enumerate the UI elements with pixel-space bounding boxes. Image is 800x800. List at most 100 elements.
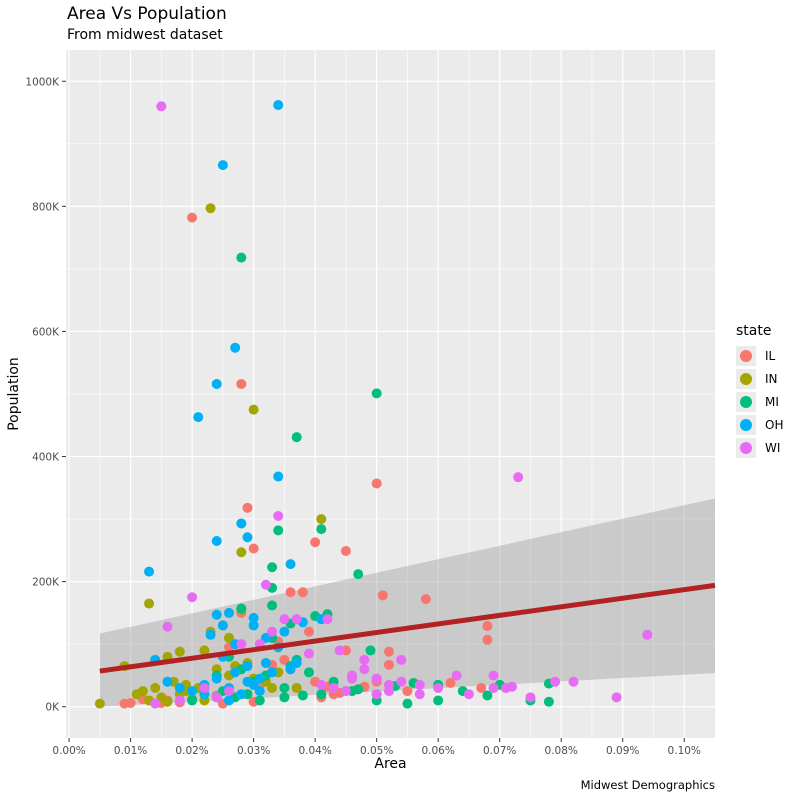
x-tick-label: 0.08%	[545, 745, 578, 757]
point-oh	[187, 686, 198, 697]
confidence-band	[99, 498, 716, 707]
point-mi	[316, 689, 327, 700]
point-il	[420, 594, 431, 605]
point-mi	[279, 692, 290, 703]
point-oh	[205, 629, 216, 640]
point-oh	[279, 626, 290, 637]
point-wi	[433, 682, 444, 693]
legend-item-mi: MI	[736, 390, 783, 413]
point-in	[137, 686, 148, 697]
point-oh	[224, 695, 235, 706]
point-oh	[174, 682, 185, 693]
point-oh	[242, 532, 253, 543]
point-il	[248, 543, 259, 554]
point-wi	[414, 689, 425, 700]
point-mi	[482, 690, 493, 701]
point-wi	[642, 629, 653, 640]
legend-item-oh: OH	[736, 413, 783, 436]
point-mi	[187, 695, 198, 706]
x-tick-label: 0.06%	[421, 745, 454, 757]
legend-item-il: IL	[736, 344, 783, 367]
point-oh	[162, 676, 173, 687]
point-mi	[267, 562, 278, 573]
y-axis-label: Population	[6, 357, 22, 431]
point-il	[242, 502, 253, 513]
point-oh	[267, 667, 278, 678]
point-mi	[353, 684, 364, 695]
point-mi	[371, 388, 382, 399]
regression-line	[99, 582, 716, 674]
point-wi	[187, 592, 198, 603]
point-wi	[488, 670, 499, 681]
legend-key	[736, 437, 756, 458]
point-il	[371, 478, 382, 489]
point-wi	[359, 664, 370, 675]
point-in	[267, 682, 278, 693]
point-oh	[291, 657, 302, 668]
legend-key	[736, 368, 756, 389]
x-tick-label: 0.07%	[483, 745, 516, 757]
point-oh	[211, 673, 222, 684]
point-mi	[433, 695, 444, 706]
point-oh	[273, 471, 284, 482]
point-il	[482, 621, 493, 632]
point-mi	[402, 698, 413, 709]
point-mi	[254, 695, 265, 706]
point-il	[310, 537, 321, 548]
y-axis: 0K 200K 400K 600K 800K 1000K	[25, 76, 66, 714]
point-in	[199, 645, 210, 656]
point-wi	[371, 689, 382, 700]
point-wi	[303, 648, 314, 659]
legend-item-in: IN	[736, 367, 783, 390]
point-wi	[359, 654, 370, 665]
point-in	[94, 698, 105, 709]
major-gridlines	[66, 50, 715, 738]
point-in	[144, 598, 155, 609]
legend-label-wi: WI	[765, 440, 781, 455]
point-mi	[273, 525, 284, 536]
point-oh	[260, 657, 271, 668]
point-mi	[316, 524, 327, 535]
legend-label-mi: MI	[765, 394, 779, 409]
legend-dot-oh	[740, 418, 752, 431]
point-oh	[254, 686, 265, 697]
legend-key	[736, 414, 756, 435]
point-wi	[156, 101, 167, 112]
y-tick-label: 800K	[32, 201, 60, 213]
point-wi	[162, 621, 173, 632]
point-oh	[230, 342, 241, 353]
point-il	[236, 378, 247, 389]
y-tick-label: 400K	[32, 452, 60, 464]
x-tick-label: 0.02%	[175, 745, 208, 757]
point-in	[224, 632, 235, 643]
point-il	[285, 587, 296, 598]
point-mi	[236, 603, 247, 614]
point-wi	[174, 695, 185, 706]
point-wi	[414, 679, 425, 690]
legend-label-il: IL	[765, 348, 776, 363]
point-il	[383, 659, 394, 670]
point-il	[119, 698, 130, 709]
point-oh	[285, 559, 296, 570]
point-il	[303, 626, 314, 637]
point-in	[316, 514, 327, 525]
point-oh	[260, 632, 271, 643]
point-wi	[328, 682, 339, 693]
point-in	[162, 696, 173, 707]
point-in	[248, 404, 259, 415]
point-mi	[365, 645, 376, 656]
x-tick-label: 0.04%	[298, 745, 331, 757]
point-wi	[224, 686, 235, 697]
point-wi	[463, 689, 474, 700]
legend-label-oh: OH	[765, 417, 784, 432]
point-il	[187, 212, 198, 223]
point-in	[150, 682, 161, 693]
legend: state IL IN MI OH WI	[736, 323, 783, 459]
point-wi	[568, 676, 579, 687]
point-wi	[506, 681, 517, 692]
legend-dot-mi	[740, 395, 752, 408]
point-wi	[383, 686, 394, 697]
point-wi	[334, 645, 345, 656]
point-wi	[525, 692, 536, 703]
